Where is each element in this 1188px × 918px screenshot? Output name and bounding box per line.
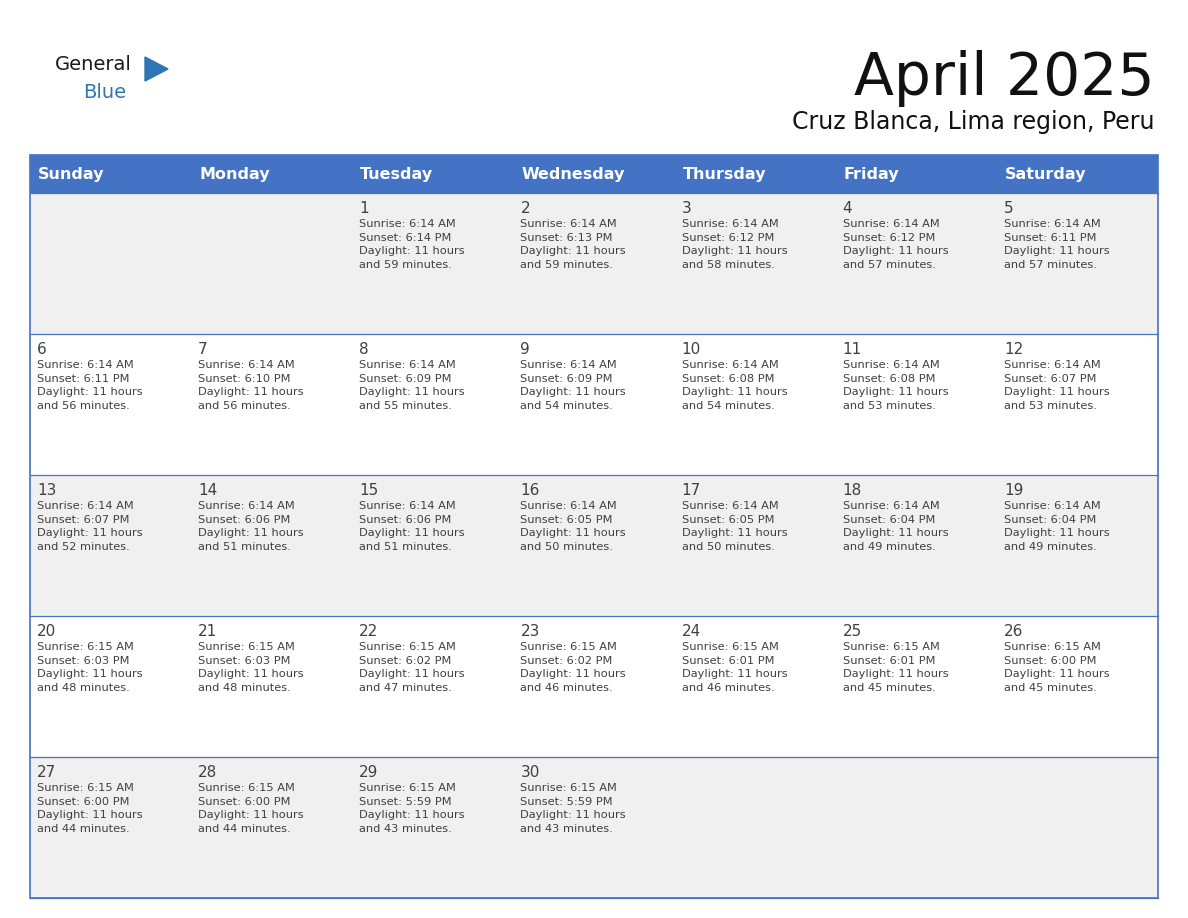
Text: 7: 7 xyxy=(198,342,208,357)
Text: Sunrise: 6:14 AM
Sunset: 6:06 PM
Daylight: 11 hours
and 51 minutes.: Sunrise: 6:14 AM Sunset: 6:06 PM Dayligh… xyxy=(198,501,304,552)
Text: Sunrise: 6:15 AM
Sunset: 6:03 PM
Daylight: 11 hours
and 48 minutes.: Sunrise: 6:15 AM Sunset: 6:03 PM Dayligh… xyxy=(37,642,143,693)
Text: Wednesday: Wednesday xyxy=(522,166,625,182)
Bar xyxy=(675,155,835,193)
Text: General: General xyxy=(55,55,132,74)
Text: 8: 8 xyxy=(359,342,369,357)
Bar xyxy=(30,334,1158,475)
Text: 27: 27 xyxy=(37,765,56,780)
Text: 22: 22 xyxy=(359,624,379,639)
Text: Sunrise: 6:15 AM
Sunset: 5:59 PM
Daylight: 11 hours
and 43 minutes.: Sunrise: 6:15 AM Sunset: 5:59 PM Dayligh… xyxy=(359,783,465,834)
Text: 4: 4 xyxy=(842,201,852,216)
Text: 17: 17 xyxy=(682,483,701,498)
Text: Saturday: Saturday xyxy=(1005,166,1086,182)
Text: 10: 10 xyxy=(682,342,701,357)
Text: Sunrise: 6:15 AM
Sunset: 6:00 PM
Daylight: 11 hours
and 44 minutes.: Sunrise: 6:15 AM Sunset: 6:00 PM Dayligh… xyxy=(198,783,304,834)
Text: 3: 3 xyxy=(682,201,691,216)
Text: Sunrise: 6:15 AM
Sunset: 6:01 PM
Daylight: 11 hours
and 45 minutes.: Sunrise: 6:15 AM Sunset: 6:01 PM Dayligh… xyxy=(842,642,948,693)
Text: Sunrise: 6:14 AM
Sunset: 6:07 PM
Daylight: 11 hours
and 53 minutes.: Sunrise: 6:14 AM Sunset: 6:07 PM Dayligh… xyxy=(1004,360,1110,410)
Text: 25: 25 xyxy=(842,624,862,639)
Text: 23: 23 xyxy=(520,624,539,639)
Text: Sunrise: 6:14 AM
Sunset: 6:08 PM
Daylight: 11 hours
and 54 minutes.: Sunrise: 6:14 AM Sunset: 6:08 PM Dayligh… xyxy=(682,360,788,410)
Text: Sunrise: 6:15 AM
Sunset: 6:00 PM
Daylight: 11 hours
and 44 minutes.: Sunrise: 6:15 AM Sunset: 6:00 PM Dayligh… xyxy=(37,783,143,834)
Text: Sunrise: 6:14 AM
Sunset: 6:08 PM
Daylight: 11 hours
and 53 minutes.: Sunrise: 6:14 AM Sunset: 6:08 PM Dayligh… xyxy=(842,360,948,410)
Text: Blue: Blue xyxy=(83,83,126,102)
Text: 21: 21 xyxy=(198,624,217,639)
Bar xyxy=(191,155,353,193)
Text: 18: 18 xyxy=(842,483,862,498)
Text: Thursday: Thursday xyxy=(683,166,766,182)
Text: Sunrise: 6:14 AM
Sunset: 6:12 PM
Daylight: 11 hours
and 58 minutes.: Sunrise: 6:14 AM Sunset: 6:12 PM Dayligh… xyxy=(682,219,788,270)
Bar xyxy=(30,155,191,193)
Text: Sunrise: 6:14 AM
Sunset: 6:04 PM
Daylight: 11 hours
and 49 minutes.: Sunrise: 6:14 AM Sunset: 6:04 PM Dayligh… xyxy=(1004,501,1110,552)
Text: Sunrise: 6:15 AM
Sunset: 6:03 PM
Daylight: 11 hours
and 48 minutes.: Sunrise: 6:15 AM Sunset: 6:03 PM Dayligh… xyxy=(198,642,304,693)
Text: Sunrise: 6:15 AM
Sunset: 6:00 PM
Daylight: 11 hours
and 45 minutes.: Sunrise: 6:15 AM Sunset: 6:00 PM Dayligh… xyxy=(1004,642,1110,693)
Text: Sunrise: 6:14 AM
Sunset: 6:11 PM
Daylight: 11 hours
and 56 minutes.: Sunrise: 6:14 AM Sunset: 6:11 PM Dayligh… xyxy=(37,360,143,410)
Text: 14: 14 xyxy=(198,483,217,498)
Text: Sunrise: 6:15 AM
Sunset: 5:59 PM
Daylight: 11 hours
and 43 minutes.: Sunrise: 6:15 AM Sunset: 5:59 PM Dayligh… xyxy=(520,783,626,834)
Text: Sunrise: 6:14 AM
Sunset: 6:05 PM
Daylight: 11 hours
and 50 minutes.: Sunrise: 6:14 AM Sunset: 6:05 PM Dayligh… xyxy=(520,501,626,552)
Text: 5: 5 xyxy=(1004,201,1013,216)
Text: 9: 9 xyxy=(520,342,530,357)
Text: Sunrise: 6:15 AM
Sunset: 6:01 PM
Daylight: 11 hours
and 46 minutes.: Sunrise: 6:15 AM Sunset: 6:01 PM Dayligh… xyxy=(682,642,788,693)
Text: 26: 26 xyxy=(1004,624,1023,639)
Text: 29: 29 xyxy=(359,765,379,780)
Bar xyxy=(30,757,1158,898)
Bar xyxy=(513,155,675,193)
Text: Sunrise: 6:14 AM
Sunset: 6:04 PM
Daylight: 11 hours
and 49 minutes.: Sunrise: 6:14 AM Sunset: 6:04 PM Dayligh… xyxy=(842,501,948,552)
Text: April 2025: April 2025 xyxy=(854,50,1155,107)
Text: Sunrise: 6:14 AM
Sunset: 6:06 PM
Daylight: 11 hours
and 51 minutes.: Sunrise: 6:14 AM Sunset: 6:06 PM Dayligh… xyxy=(359,501,465,552)
Bar xyxy=(835,155,997,193)
Text: Tuesday: Tuesday xyxy=(360,166,434,182)
Text: Sunrise: 6:14 AM
Sunset: 6:10 PM
Daylight: 11 hours
and 56 minutes.: Sunrise: 6:14 AM Sunset: 6:10 PM Dayligh… xyxy=(198,360,304,410)
Bar xyxy=(353,155,513,193)
Text: Friday: Friday xyxy=(843,166,899,182)
Text: 15: 15 xyxy=(359,483,379,498)
Text: 19: 19 xyxy=(1004,483,1023,498)
Text: Sunrise: 6:15 AM
Sunset: 6:02 PM
Daylight: 11 hours
and 46 minutes.: Sunrise: 6:15 AM Sunset: 6:02 PM Dayligh… xyxy=(520,642,626,693)
Text: Cruz Blanca, Lima region, Peru: Cruz Blanca, Lima region, Peru xyxy=(792,110,1155,134)
Text: Sunrise: 6:14 AM
Sunset: 6:13 PM
Daylight: 11 hours
and 59 minutes.: Sunrise: 6:14 AM Sunset: 6:13 PM Dayligh… xyxy=(520,219,626,270)
Bar xyxy=(997,155,1158,193)
Text: Monday: Monday xyxy=(200,166,270,182)
Text: Sunday: Sunday xyxy=(38,166,105,182)
Text: 16: 16 xyxy=(520,483,539,498)
Text: 24: 24 xyxy=(682,624,701,639)
Text: 11: 11 xyxy=(842,342,862,357)
Text: 12: 12 xyxy=(1004,342,1023,357)
Bar xyxy=(30,475,1158,616)
Polygon shape xyxy=(145,57,168,81)
Text: 1: 1 xyxy=(359,201,369,216)
Text: Sunrise: 6:14 AM
Sunset: 6:07 PM
Daylight: 11 hours
and 52 minutes.: Sunrise: 6:14 AM Sunset: 6:07 PM Dayligh… xyxy=(37,501,143,552)
Text: 6: 6 xyxy=(37,342,46,357)
Text: Sunrise: 6:14 AM
Sunset: 6:14 PM
Daylight: 11 hours
and 59 minutes.: Sunrise: 6:14 AM Sunset: 6:14 PM Dayligh… xyxy=(359,219,465,270)
Text: Sunrise: 6:14 AM
Sunset: 6:09 PM
Daylight: 11 hours
and 54 minutes.: Sunrise: 6:14 AM Sunset: 6:09 PM Dayligh… xyxy=(520,360,626,410)
Bar xyxy=(30,193,1158,334)
Text: 2: 2 xyxy=(520,201,530,216)
Text: 20: 20 xyxy=(37,624,56,639)
Bar xyxy=(30,155,1158,898)
Text: Sunrise: 6:14 AM
Sunset: 6:09 PM
Daylight: 11 hours
and 55 minutes.: Sunrise: 6:14 AM Sunset: 6:09 PM Dayligh… xyxy=(359,360,465,410)
Text: Sunrise: 6:15 AM
Sunset: 6:02 PM
Daylight: 11 hours
and 47 minutes.: Sunrise: 6:15 AM Sunset: 6:02 PM Dayligh… xyxy=(359,642,465,693)
Bar xyxy=(30,616,1158,757)
Text: 13: 13 xyxy=(37,483,56,498)
Text: 30: 30 xyxy=(520,765,539,780)
Text: 28: 28 xyxy=(198,765,217,780)
Text: Sunrise: 6:14 AM
Sunset: 6:11 PM
Daylight: 11 hours
and 57 minutes.: Sunrise: 6:14 AM Sunset: 6:11 PM Dayligh… xyxy=(1004,219,1110,270)
Text: Sunrise: 6:14 AM
Sunset: 6:12 PM
Daylight: 11 hours
and 57 minutes.: Sunrise: 6:14 AM Sunset: 6:12 PM Dayligh… xyxy=(842,219,948,270)
Text: Sunrise: 6:14 AM
Sunset: 6:05 PM
Daylight: 11 hours
and 50 minutes.: Sunrise: 6:14 AM Sunset: 6:05 PM Dayligh… xyxy=(682,501,788,552)
